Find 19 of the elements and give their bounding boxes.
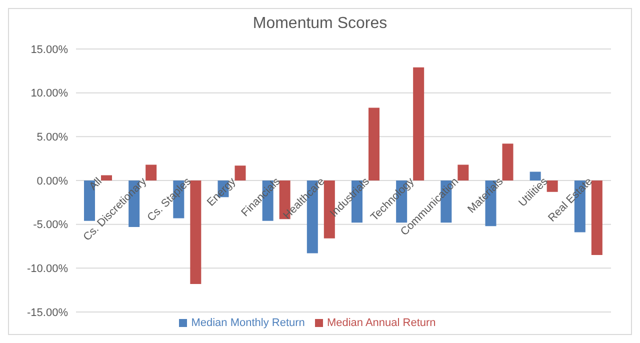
bar <box>530 172 541 180</box>
bar <box>146 164 157 180</box>
bar <box>190 180 202 284</box>
legend-label: Median Annual Return <box>326 317 436 329</box>
bar <box>413 67 424 180</box>
y-tick-label: 0.00% <box>36 175 68 188</box>
bar <box>591 180 602 256</box>
bar <box>546 180 558 192</box>
bar <box>234 166 246 180</box>
y-tick-label: -15.00% <box>27 306 68 319</box>
y-tick-label: -10.00% <box>27 263 68 276</box>
chart-title: Momentum Scores <box>252 15 388 33</box>
bar <box>458 164 469 180</box>
legend-label: Median Monthly Return <box>191 317 305 329</box>
y-tick-label: 10.00% <box>30 88 68 100</box>
y-tick-label: -5.00% <box>33 219 68 232</box>
y-tick-label: 5.00% <box>36 132 68 144</box>
y-tick-label: 15.00% <box>30 44 68 56</box>
bar <box>502 144 514 180</box>
